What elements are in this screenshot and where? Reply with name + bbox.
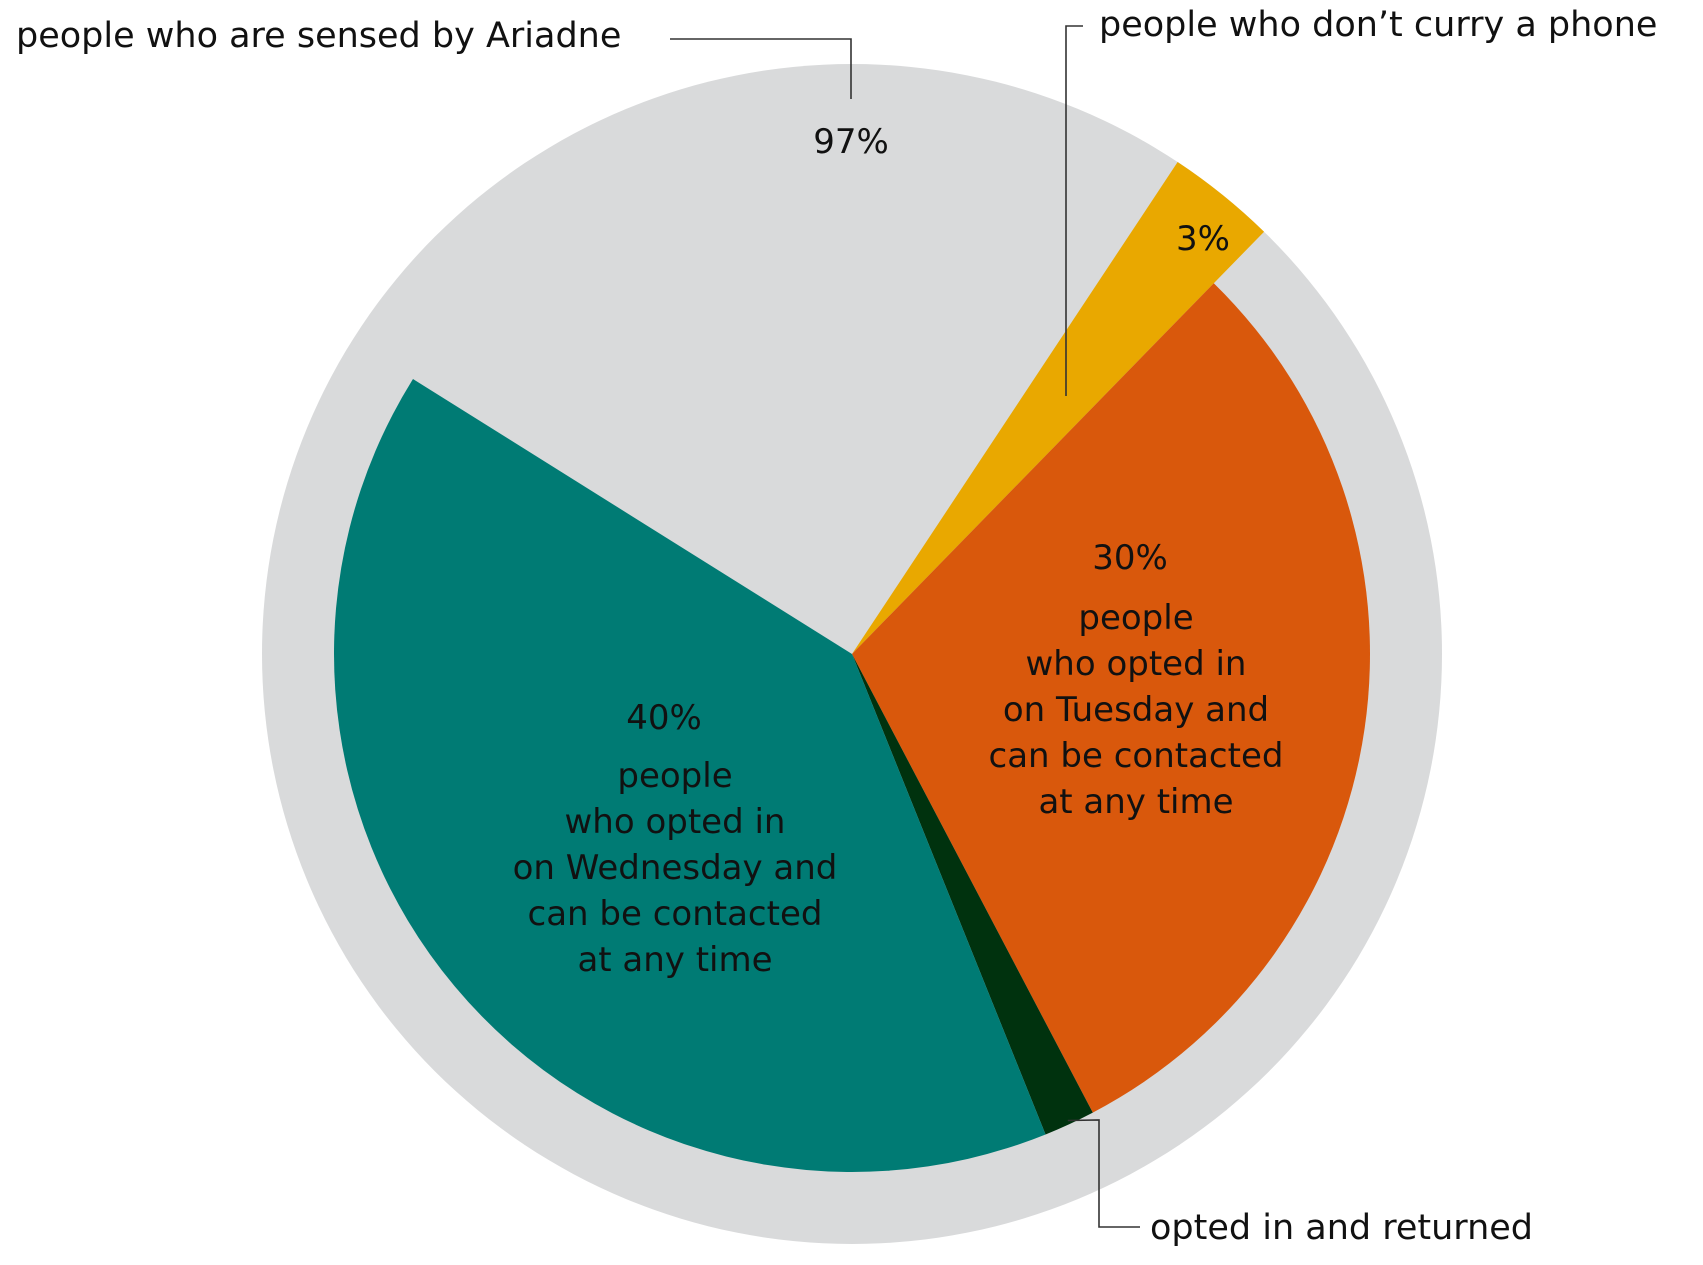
returned-legend-label: opted in and returned — [1150, 1208, 1533, 1248]
leader-lines-layer — [670, 25, 1140, 1228]
wednesday-description-label-line: people — [617, 756, 732, 796]
slice-wednesday — [334, 379, 1046, 1172]
tuesday-description-label: people who opted in on Tuesday and can be c… — [989, 598, 1284, 822]
slices-layer — [262, 64, 1442, 1244]
sensed-legend-label: people who are sensed by Ariadne — [16, 16, 621, 56]
tuesday-description-label-line: on Tuesday and — [1003, 690, 1269, 730]
wednesday-description-label-line: on Wednesday and — [513, 848, 838, 888]
wednesday-description-label: people who opted in on Wednesday and can be… — [513, 756, 838, 980]
tuesday-description-label-line: at any time — [1038, 782, 1233, 822]
slice-no-phone — [852, 162, 1265, 654]
sensed-leader-line — [670, 38, 852, 99]
wednesday-description-label-line: can be contacted — [528, 894, 823, 934]
no-phone-legend-label: people who don’t curry a phone — [1099, 5, 1657, 45]
no-phone-percent-label: 3% — [1176, 219, 1230, 259]
wednesday-description-label-line: at any time — [577, 940, 772, 980]
wednesday-percent-label: 40% — [626, 698, 702, 738]
slice-tuesday — [852, 283, 1370, 1113]
tuesday-description-label-line: who opted in — [1026, 644, 1247, 684]
returned-leader-line — [1067, 1119, 1140, 1228]
tuesday-description-label-line: can be contacted — [989, 736, 1284, 776]
sensed-percent-label: 97% — [813, 122, 889, 162]
no-phone-leader-line — [1065, 25, 1083, 396]
wednesday-description-label-line: who opted in — [565, 802, 786, 842]
tuesday-description-label-line: people — [1078, 598, 1193, 638]
tuesday-percent-label: 30% — [1092, 538, 1168, 578]
slice-returned — [852, 654, 1093, 1135]
labels-layer: people who are sensed by Ariadne 97% peo… — [16, 5, 1657, 1248]
